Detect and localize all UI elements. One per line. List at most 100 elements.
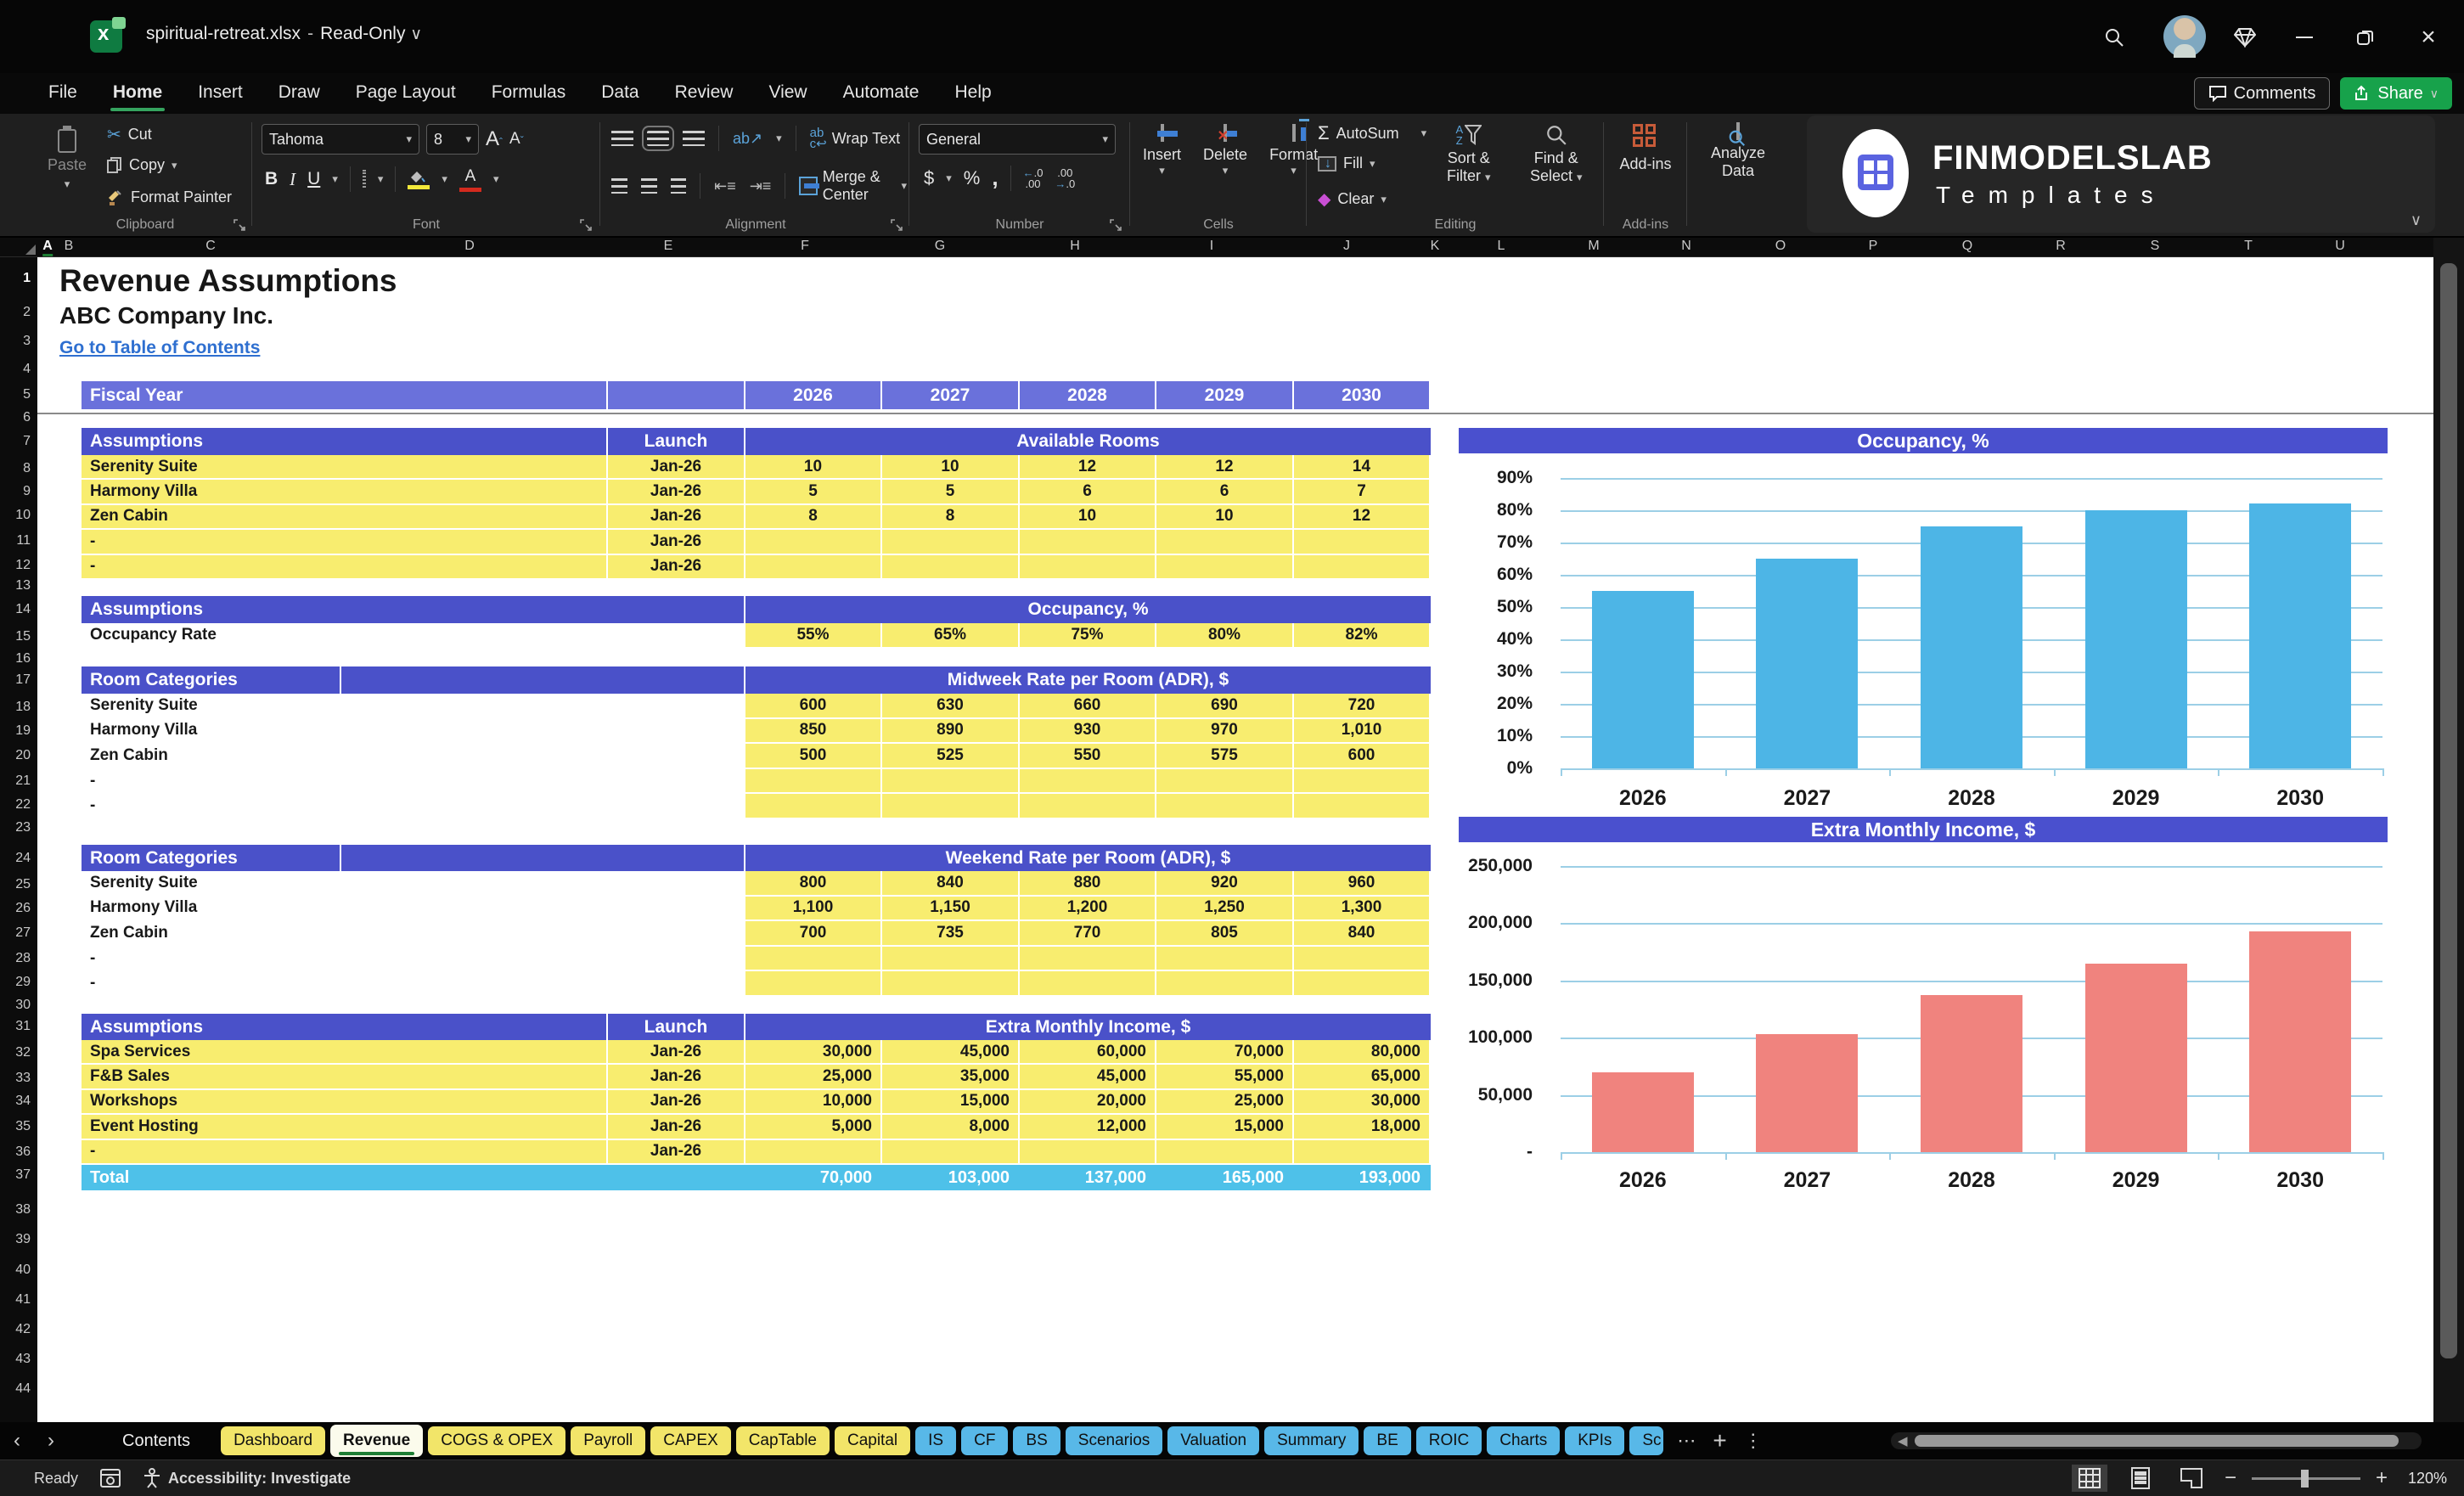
wrap-text-button[interactable]: ab c↩ Wrap Text: [809, 126, 901, 151]
value-cell[interactable]: 1,300: [1294, 896, 1429, 920]
row-header-5[interactable]: 5: [23, 387, 31, 402]
sheet-tab-capex[interactable]: CAPEX: [650, 1426, 731, 1455]
macro-record-icon[interactable]: [100, 1469, 121, 1488]
value-cell[interactable]: 12,000: [1020, 1115, 1155, 1139]
font-color-button[interactable]: A: [458, 167, 481, 192]
value-cell[interactable]: [882, 1139, 1018, 1163]
bar[interactable]: [2084, 963, 2187, 1152]
align-bottom-button[interactable]: [683, 131, 705, 146]
row-header-32[interactable]: 32: [15, 1045, 31, 1060]
value-cell[interactable]: 80%: [1156, 623, 1292, 647]
row-header-44[interactable]: 44: [15, 1381, 31, 1396]
addins-button[interactable]: Add-ins: [1608, 114, 1683, 173]
sheet-tab-payroll[interactable]: Payroll: [571, 1426, 646, 1455]
value-cell[interactable]: 65,000: [1294, 1065, 1429, 1088]
normal-view-button[interactable]: [2071, 1465, 2107, 1492]
title-chevron-down-icon[interactable]: ∨: [410, 25, 423, 43]
value-cell[interactable]: 55,000: [1156, 1065, 1292, 1088]
row-header-31[interactable]: 31: [15, 1019, 31, 1033]
row-header-40[interactable]: 40: [15, 1263, 31, 1277]
row-header-22[interactable]: 22: [15, 797, 31, 812]
value-cell[interactable]: 30,000: [745, 1040, 880, 1064]
accounting-format-button[interactable]: $: [924, 166, 935, 188]
page-layout-view-button[interactable]: [2123, 1465, 2158, 1492]
row-header-2[interactable]: 2: [23, 305, 31, 319]
value-cell[interactable]: 500: [745, 744, 880, 768]
value-cell[interactable]: [745, 946, 880, 970]
select-all-corner[interactable]: [25, 245, 36, 255]
borders-dropdown[interactable]: ▾: [377, 172, 384, 185]
row-header-33[interactable]: 33: [15, 1071, 31, 1085]
value-cell[interactable]: [1294, 768, 1429, 793]
value-cell[interactable]: [1020, 768, 1155, 793]
value-cell[interactable]: 10: [882, 455, 1018, 479]
delete-cells-button[interactable]: ✕ Delete ▾: [1203, 124, 1247, 177]
value-cell[interactable]: [1020, 1139, 1155, 1163]
value-cell[interactable]: 1,010: [1294, 718, 1429, 743]
value-cell[interactable]: 890: [882, 718, 1018, 743]
value-cell[interactable]: [1294, 794, 1429, 818]
premium-diamond-icon[interactable]: [2226, 19, 2264, 56]
menu-tab-automate[interactable]: Automate: [842, 82, 920, 102]
column-header-D[interactable]: D: [464, 239, 475, 253]
menu-tab-page-layout[interactable]: Page Layout: [355, 82, 456, 102]
tabs-overflow-icon[interactable]: ⋯: [1677, 1430, 1696, 1451]
comments-button[interactable]: Comments: [2193, 77, 2331, 110]
value-cell[interactable]: [745, 1139, 880, 1163]
value-cell[interactable]: [1020, 554, 1155, 578]
value-cell[interactable]: 6: [1020, 480, 1155, 503]
sheet-tab-roic[interactable]: ROIC: [1415, 1426, 1482, 1455]
value-cell[interactable]: [1294, 554, 1429, 578]
analyze-data-button[interactable]: Analyze Data: [1691, 114, 1785, 180]
font-dialog-launcher[interactable]: [579, 218, 593, 232]
row-header-25[interactable]: 25: [15, 877, 31, 891]
row-header-26[interactable]: 26: [15, 901, 31, 915]
bar[interactable]: [1591, 591, 1694, 768]
menu-tab-draw[interactable]: Draw: [278, 82, 320, 102]
column-header-K[interactable]: K: [1430, 239, 1440, 253]
bar[interactable]: [2249, 503, 2352, 768]
column-header-A[interactable]: A: [42, 239, 53, 256]
alignment-dialog-launcher[interactable]: [890, 218, 903, 232]
value-cell[interactable]: [1020, 530, 1155, 554]
tabs-menu-icon[interactable]: ⋮: [1743, 1430, 1763, 1451]
row-header-1[interactable]: 1: [23, 271, 31, 285]
value-cell[interactable]: 82%: [1294, 623, 1429, 647]
row-header-7[interactable]: 7: [23, 434, 31, 448]
menu-tab-home[interactable]: Home: [98, 76, 177, 111]
row-header-42[interactable]: 42: [15, 1322, 31, 1336]
value-cell[interactable]: 75%: [1020, 623, 1155, 647]
zoom-slider-thumb[interactable]: [2300, 1469, 2309, 1488]
value-cell[interactable]: [745, 794, 880, 818]
search-icon[interactable]: [2096, 19, 2133, 56]
value-cell[interactable]: 12: [1294, 504, 1429, 529]
vertical-scrollbar[interactable]: [2433, 238, 2464, 1422]
row-header-16[interactable]: 16: [15, 651, 31, 666]
value-cell[interactable]: 600: [1294, 744, 1429, 768]
row-header-12[interactable]: 12: [15, 558, 31, 572]
column-header-N[interactable]: N: [1681, 239, 1691, 253]
value-cell[interactable]: 850: [745, 718, 880, 743]
value-cell[interactable]: 920: [1156, 871, 1292, 895]
font-size-select[interactable]: 8 ▾: [426, 124, 479, 155]
value-cell[interactable]: 720: [1294, 694, 1429, 717]
align-right-button[interactable]: [670, 178, 687, 194]
italic-button[interactable]: I: [290, 168, 296, 189]
autosum-button[interactable]: Σ AutoSum ▾: [1318, 122, 1427, 143]
sheet-tab-captable[interactable]: CapTable: [735, 1426, 830, 1455]
row-header-4[interactable]: 4: [23, 362, 31, 376]
column-header-H[interactable]: H: [1070, 239, 1080, 253]
value-cell[interactable]: 805: [1156, 921, 1292, 945]
column-header-F[interactable]: F: [801, 239, 809, 253]
value-cell[interactable]: 10: [1020, 504, 1155, 529]
row-header-13[interactable]: 13: [15, 578, 31, 593]
value-cell[interactable]: 10: [745, 455, 880, 479]
row-header-30[interactable]: 30: [15, 998, 31, 1012]
accounting-dropdown[interactable]: ▾: [946, 171, 952, 184]
sheet-tab-contents[interactable]: Contents: [122, 1431, 191, 1450]
row-header-36[interactable]: 36: [15, 1144, 31, 1159]
value-cell[interactable]: [1156, 554, 1292, 578]
zoom-slider[interactable]: [2251, 1469, 2360, 1488]
